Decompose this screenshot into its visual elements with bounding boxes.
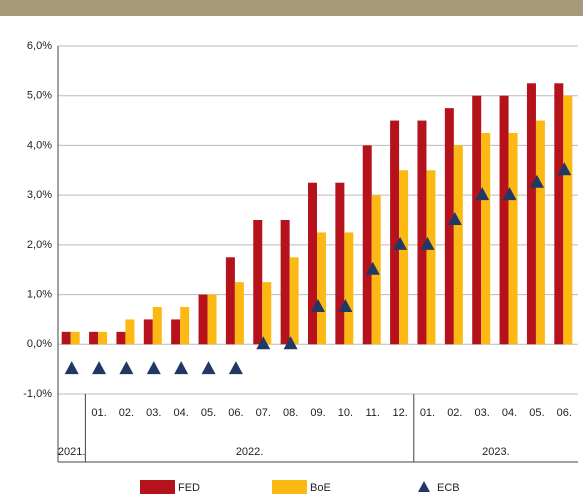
triangle-marker <box>146 361 161 375</box>
bar <box>171 319 181 345</box>
bar <box>234 282 244 345</box>
bar <box>143 319 153 345</box>
triangle-marker <box>338 299 353 312</box>
y-tick-label: -1,0% <box>23 388 52 400</box>
bar <box>472 95 482 345</box>
bar <box>444 108 454 345</box>
x-tick-label: 02. <box>447 407 462 419</box>
bar <box>89 331 99 345</box>
x-tick-label: 04. <box>502 407 517 419</box>
bar <box>453 145 463 345</box>
legend-swatch <box>140 480 175 494</box>
triangle-marker <box>365 261 380 275</box>
x-tick-label: 12. <box>392 407 407 419</box>
bar <box>308 182 317 345</box>
bar <box>70 331 80 345</box>
group-label: 2022. <box>236 446 264 458</box>
x-tick-label: 05. <box>201 407 216 419</box>
bar <box>554 83 564 345</box>
bar <box>481 133 491 345</box>
bar <box>535 120 545 345</box>
x-tick-label: 01. <box>420 407 435 419</box>
x-tick-label: 09. <box>310 407 325 419</box>
bar <box>390 120 400 345</box>
bar <box>152 307 162 345</box>
group-label: 2021. <box>58 446 86 458</box>
y-tick-label: 3,0% <box>27 189 52 201</box>
bar <box>280 220 290 345</box>
bar <box>262 282 272 345</box>
x-tick-label: 10. <box>338 407 353 419</box>
bar <box>116 331 126 345</box>
bar <box>207 294 217 345</box>
legend-swatch <box>272 480 307 494</box>
triangle-marker <box>119 361 134 375</box>
legend-label: FED <box>178 482 200 494</box>
bar <box>563 95 573 345</box>
bar <box>198 294 208 345</box>
bar <box>417 120 427 345</box>
legend-swatch <box>418 481 430 492</box>
bar <box>253 220 263 345</box>
triangle-marker <box>283 336 298 350</box>
x-tick-label: 07. <box>256 407 271 419</box>
bar <box>180 307 190 345</box>
triangle-marker <box>529 174 544 188</box>
triangle-marker <box>92 361 107 375</box>
bar <box>98 331 108 345</box>
bar <box>499 95 509 345</box>
bar <box>317 232 326 345</box>
x-tick-label: 11. <box>365 407 379 419</box>
x-tick-label: 05. <box>529 407 544 419</box>
y-tick-label: 6,0% <box>27 40 52 52</box>
x-tick-label: 06. <box>557 407 572 419</box>
x-tick-label: 02. <box>119 407 134 419</box>
legend-label: ECB <box>437 482 460 494</box>
x-tick-label: 04. <box>174 407 189 419</box>
triangle-marker <box>311 299 325 312</box>
legend-label: BoE <box>310 482 331 494</box>
triangle-marker <box>201 361 216 375</box>
x-tick-label: 03. <box>475 407 490 419</box>
x-tick-label: 03. <box>146 407 161 419</box>
triangle-marker <box>475 187 490 201</box>
triangle-marker <box>420 236 435 250</box>
bar <box>399 170 409 345</box>
y-tick-label: 5,0% <box>27 90 52 102</box>
y-tick-label: 0,0% <box>27 338 52 350</box>
x-tick-label: 08. <box>283 407 298 419</box>
x-tick-label: 01. <box>91 407 106 419</box>
triangle-marker <box>502 187 517 201</box>
bar <box>344 232 354 345</box>
y-tick-label: 1,0% <box>27 288 52 300</box>
y-tick-label: 4,0% <box>27 139 52 151</box>
bar <box>61 331 71 345</box>
triangle-marker <box>447 212 462 225</box>
x-tick-label: 06. <box>228 407 243 419</box>
triangle-marker <box>557 162 572 176</box>
bar <box>335 182 345 345</box>
bar <box>289 257 299 345</box>
bar <box>526 83 536 345</box>
triangle-marker <box>174 361 189 375</box>
bar <box>426 170 436 345</box>
y-tick-label: 2,0% <box>27 239 52 251</box>
header-band <box>0 0 583 16</box>
bar <box>362 145 372 345</box>
triangle-marker <box>228 361 243 375</box>
bar <box>125 319 135 345</box>
triangle-marker <box>256 336 271 350</box>
bar <box>508 133 518 345</box>
triangle-marker <box>393 236 408 250</box>
bar <box>225 257 235 345</box>
group-label: 2023. <box>482 446 510 458</box>
triangle-marker <box>64 361 79 375</box>
